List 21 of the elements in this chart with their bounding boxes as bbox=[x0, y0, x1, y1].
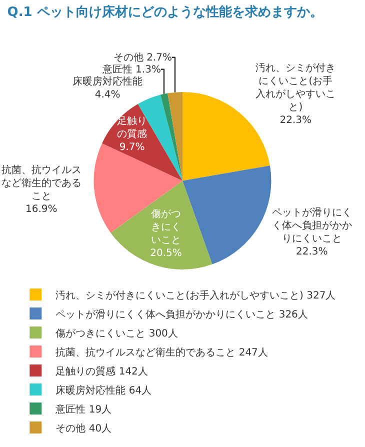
legend-label: 汚れ、シミが付きにくいこと(お手入れがしやすいこと) 327人 bbox=[56, 289, 336, 302]
data-label: 床暖房対応性能 4.4% bbox=[72, 75, 143, 100]
data-label: ペットが滑りにくく体へ負担がかかりにくいこと 22.3% bbox=[272, 206, 352, 258]
data-label: 傷がつきにくいこと 20.5% bbox=[150, 208, 182, 260]
legend-label: その他 40人 bbox=[56, 422, 112, 434]
chart-title: Q.1 ペット向け床材にどのような性能を求めますか。 bbox=[7, 4, 323, 20]
pie-slice bbox=[182, 166, 272, 264]
data-label: 意匠性 1.3% bbox=[101, 63, 161, 76]
legend-label: ペットが滑りにくく体へ負担がかかりにくいこと 326人 bbox=[56, 308, 308, 320]
pie-slice bbox=[160, 93, 182, 181]
legend-label: 床暖房対応性能 64人 bbox=[56, 384, 152, 396]
legend-label: 傷がつきにくいこと 300人 bbox=[56, 327, 178, 340]
legend-label: 意匠性 19人 bbox=[54, 403, 112, 416]
data-label: その他 2.7% bbox=[113, 51, 172, 64]
pie-slice bbox=[94, 143, 182, 233]
legend-label: 抗菌、抗ウイルスなど衛生的であること 247人 bbox=[56, 346, 268, 358]
pie-slice bbox=[168, 92, 182, 181]
pie-slice bbox=[110, 180, 212, 270]
data-label: 抗菌、抗ウイルスなど衛生的であること 16.9% bbox=[1, 164, 82, 215]
legend-label: 足触りの質感 142人 bbox=[56, 365, 148, 378]
data-label: 汚れ、シミが付きにくいこと(お手入れがしやすいこと) 22.3% bbox=[256, 62, 336, 126]
